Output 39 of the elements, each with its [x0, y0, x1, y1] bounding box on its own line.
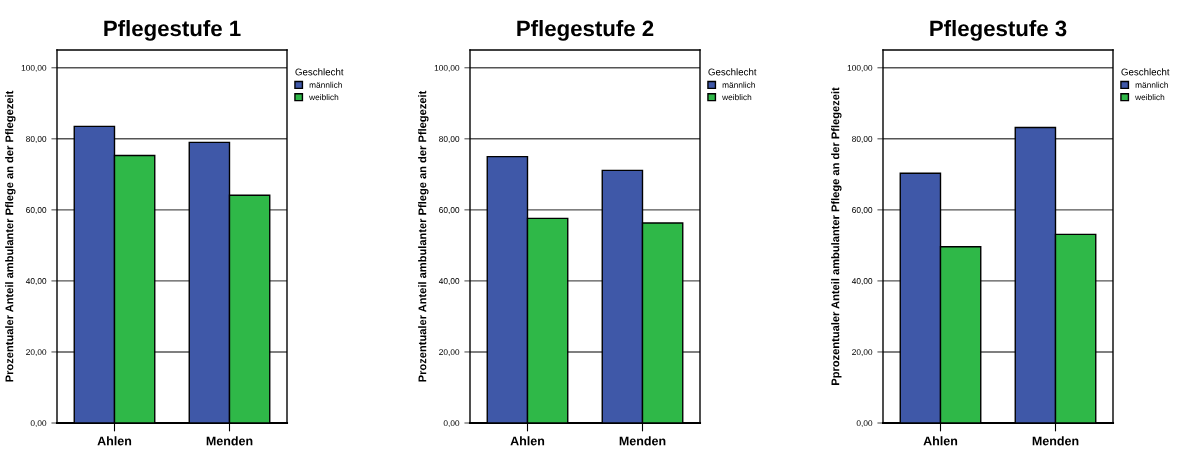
legend-label: weiblich	[722, 94, 752, 101]
y-tick-label: 80,00	[26, 136, 47, 143]
y-tick-label: 0,00	[856, 420, 873, 428]
y-tick-label: 40,00	[25, 278, 47, 285]
y-tick-label: 0,00	[30, 420, 47, 428]
y-axis-title: Prozentualer Anteil ambulanter Pflege an der Pflegezeit	[418, 90, 429, 382]
x-tick-label: Menden	[1032, 436, 1079, 446]
legend-label: männlich	[309, 81, 342, 88]
y-tick-label: 60,00	[852, 207, 873, 214]
y-tick-label: 100,00	[847, 64, 873, 72]
y-tick-label: 0,00	[443, 420, 460, 428]
y-tick-label: 60,00	[439, 207, 460, 214]
chart-title: Pflegestufe 3	[930, 20, 1067, 41]
legend-label: weiblich	[1135, 94, 1165, 101]
y-tick-label: 40,00	[438, 278, 460, 285]
y-tick-label: 60,00	[26, 207, 47, 214]
legend-title: Geschlecht	[295, 68, 344, 76]
chart-title: Pflegestufe 2	[517, 20, 654, 41]
y-axis-title: Prozentualer Anteil ambulanter Pflege an der Pflegezeit	[5, 90, 16, 382]
x-tick-label: Ahlen	[923, 436, 958, 446]
x-tick-label: Ahlen	[510, 436, 545, 446]
y-tick-label: 40,00	[851, 278, 873, 285]
y-axis-title: Pprozentualer Anteil ambulanter Pflege an der Pflegezeit	[831, 87, 842, 385]
x-tick-label: Ahlen	[97, 436, 132, 446]
legend-label: männlich	[1135, 81, 1168, 88]
legend-label: weiblich	[309, 94, 339, 101]
y-tick-label: 80,00	[439, 136, 460, 143]
legend-title: Geschlecht	[708, 68, 757, 76]
y-tick-label: 20,00	[26, 349, 47, 357]
chart-title: Pflegestufe 1	[104, 20, 241, 41]
legend-label: männlich	[722, 81, 755, 88]
legend-title: Geschlecht	[1121, 68, 1170, 76]
x-tick-label: Menden	[619, 436, 666, 446]
y-tick-label: 100,00	[21, 64, 47, 72]
y-tick-label: 20,00	[439, 349, 460, 357]
y-tick-label: 20,00	[852, 349, 873, 357]
x-tick-label: Menden	[206, 436, 253, 446]
y-tick-label: 80,00	[852, 136, 873, 143]
y-tick-label: 100,00	[434, 64, 460, 72]
